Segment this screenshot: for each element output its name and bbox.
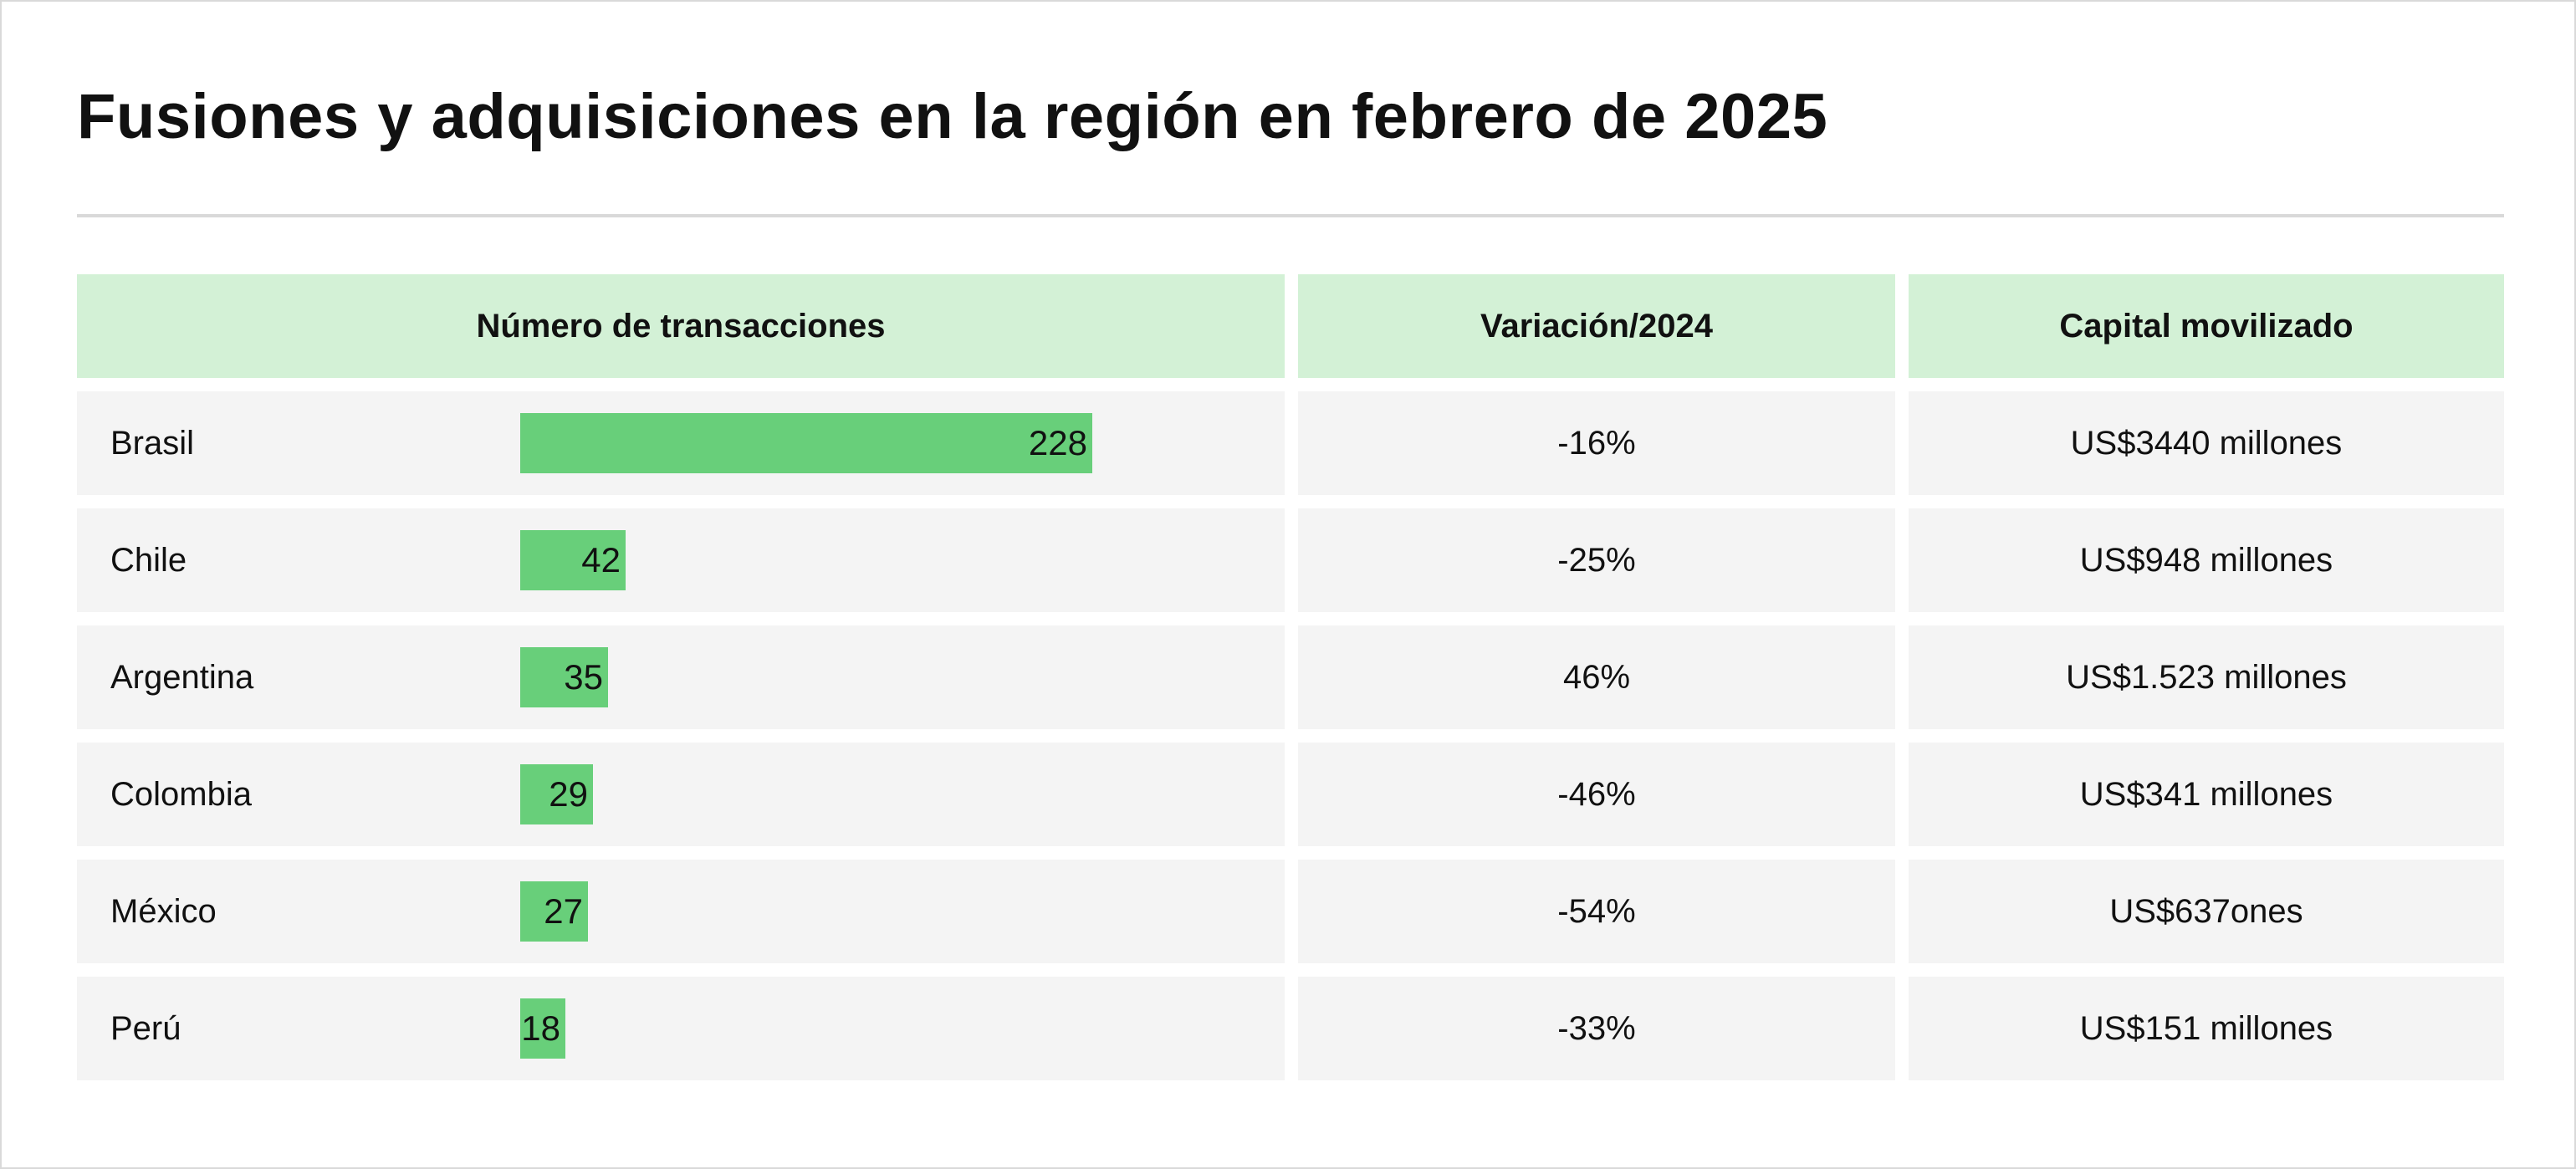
- transactions-value: 42: [581, 540, 621, 579]
- country-label: Perú: [110, 1009, 181, 1047]
- table-row: Argentina 35: [77, 625, 1285, 729]
- transactions-value: 35: [564, 657, 603, 697]
- header-transactions: Número de transacciones: [77, 274, 1285, 378]
- header-variation: Variación/2024: [1298, 274, 1895, 378]
- table-row: Colombia 29: [77, 743, 1285, 846]
- transactions-value: 228: [1028, 423, 1087, 462]
- table-row: México 27: [77, 860, 1285, 963]
- country-label: Argentina: [110, 658, 254, 696]
- variation-cell: 46%: [1298, 625, 1895, 729]
- capital-cell: US$151 millones: [1909, 977, 2504, 1080]
- transactions-bar: 35: [520, 647, 608, 707]
- variation-cell: -25%: [1298, 508, 1895, 612]
- variation-cell: -16%: [1298, 391, 1895, 495]
- table-row: Brasil 228: [77, 391, 1285, 495]
- country-label: México: [110, 892, 217, 930]
- capital-cell: US$341 millones: [1909, 743, 2504, 846]
- variation-cell: -54%: [1298, 860, 1895, 963]
- capital-cell: US$1.523 millones: [1909, 625, 2504, 729]
- header-capital: Capital movilizado: [1909, 274, 2504, 378]
- table-row: Chile 42: [77, 508, 1285, 612]
- country-label: Brasil: [110, 424, 195, 462]
- transactions-value: 27: [544, 891, 583, 931]
- transactions-bar: 228: [520, 413, 1092, 473]
- transactions-bar: 42: [520, 530, 626, 590]
- transactions-bar: 29: [520, 764, 593, 824]
- transactions-value: 18: [521, 1008, 560, 1048]
- variation-cell: -33%: [1298, 977, 1895, 1080]
- transactions-bar: 18: [520, 998, 565, 1059]
- variation-cell: -46%: [1298, 743, 1895, 846]
- capital-cell: US$948 millones: [1909, 508, 2504, 612]
- capital-cell: US$637ones: [1909, 860, 2504, 963]
- transactions-value: 29: [549, 774, 588, 814]
- chart-title: Fusiones y adquisiciones en la región en…: [77, 81, 1828, 152]
- title-divider: [77, 214, 2504, 217]
- country-label: Chile: [110, 541, 187, 579]
- country-label: Colombia: [110, 775, 252, 813]
- capital-cell: US$3440 millones: [1909, 391, 2504, 495]
- transactions-bar: 27: [520, 881, 588, 942]
- table-row: Perú 18: [77, 977, 1285, 1080]
